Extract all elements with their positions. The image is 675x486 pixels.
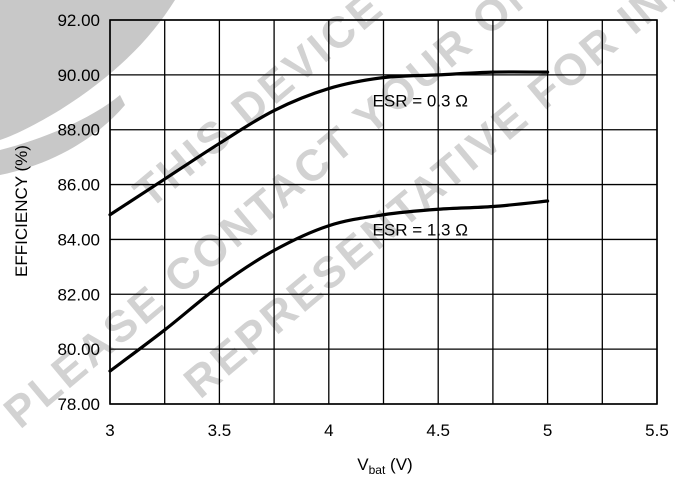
x-tick-label-5: 5.5 [645, 421, 669, 440]
annotation-label-0: ESR = 0.3 Ω [373, 91, 468, 110]
series-line-0 [108, 70, 550, 217]
x-axis-title-main: V [357, 455, 369, 474]
y-tick-label-2: 82.00 [57, 285, 100, 304]
x-axis-title-unit: (V) [385, 455, 412, 474]
y-tick-label-0: 78.00 [57, 395, 100, 414]
x-axis-title-sub: bat [369, 463, 386, 477]
x-axis-title: Vbat (V) [357, 455, 412, 477]
plot-frame [109, 19, 658, 405]
x-tick-label-1: 3.5 [208, 421, 232, 440]
y-tick-label-7: 92.00 [57, 11, 100, 30]
series-layer [108, 70, 550, 373]
annotation-label-1: ESR = 1.3 Ω [373, 220, 468, 239]
x-tick-label-2: 4 [324, 421, 333, 440]
x-tick-label-4: 5 [543, 421, 552, 440]
watermark-logo-shape [0, 0, 175, 140]
y-tick-label-1: 80.00 [57, 340, 100, 359]
tick-layer: 78.00 80.00 82.00 84.00 86.00 88.00 90.00 92.00… [57, 11, 668, 440]
series-line-1 [108, 199, 550, 373]
watermark-logo-shape-2 [0, 95, 125, 175]
y-tick-label-4: 86.00 [57, 176, 100, 195]
x-tick-label-3: 4.5 [426, 421, 450, 440]
watermark: THIS DEVICE IS NOT RECOMMENDED PLEASE CO… [0, 0, 675, 438]
y-axis-title: EFFICIENCY (%) [12, 145, 31, 277]
annotation-layer: ESR = 0.3 Ω ESR = 1.3 Ω [373, 91, 468, 239]
y-tick-label-6: 90.00 [57, 66, 100, 85]
y-tick-label-5: 88.00 [57, 121, 100, 140]
x-tick-label-0: 3 [105, 421, 114, 440]
grid-layer [109, 19, 658, 405]
y-tick-label-3: 84.00 [57, 230, 100, 249]
